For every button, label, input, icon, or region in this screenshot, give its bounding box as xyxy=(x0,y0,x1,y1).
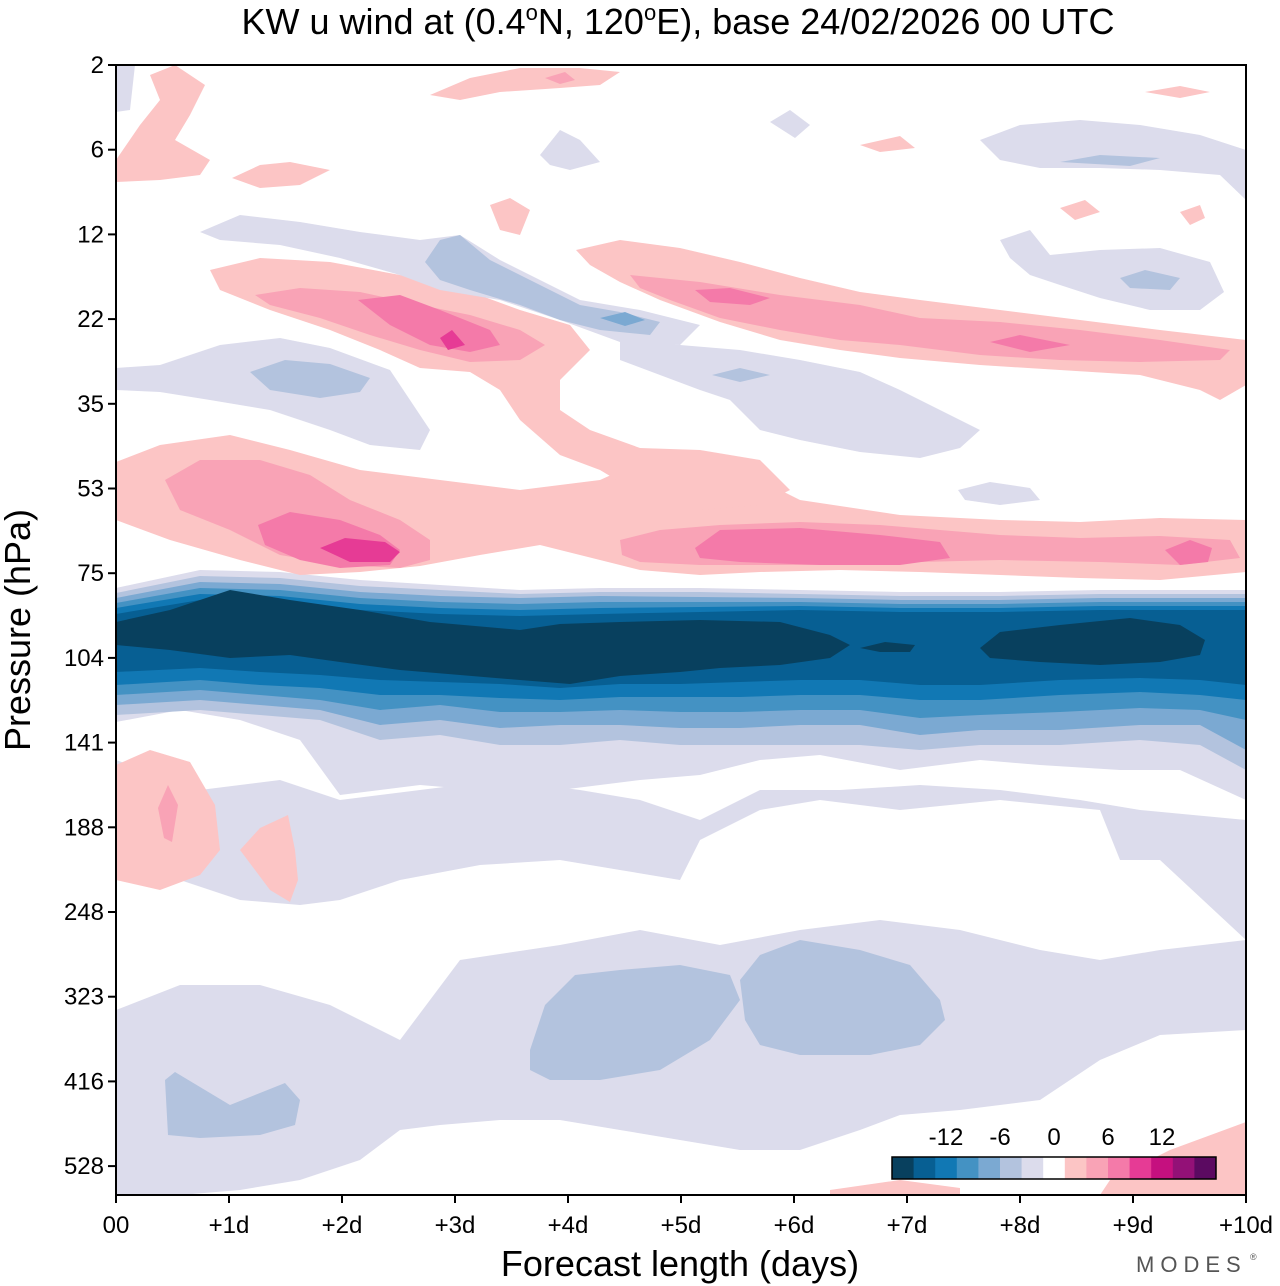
contour-easterly-upper-4 xyxy=(770,110,810,138)
modes-logo: MODES xyxy=(1136,1252,1247,1277)
colorbar-label: 12 xyxy=(1149,1124,1176,1151)
y-tick-label: 323 xyxy=(64,984,104,1011)
contour-easterly-lower-light xyxy=(116,920,1246,1195)
contour-easterly-lower-mid-3 xyxy=(165,1072,300,1138)
contour-jet-core xyxy=(116,590,850,684)
y-tick-label: 248 xyxy=(64,899,104,926)
contour-easterly-lower-mid-2 xyxy=(740,940,945,1055)
colorbar-frame xyxy=(891,1156,1217,1180)
contour-westerly-top-6 xyxy=(860,136,915,152)
x-tick-label: +6d xyxy=(774,1212,815,1239)
colorbar-swatch xyxy=(1151,1157,1174,1179)
x-tick-label: +4d xyxy=(548,1212,589,1239)
contour-jet-core-3 xyxy=(860,642,915,652)
x-tick-label: +3d xyxy=(435,1212,476,1239)
x-tick-label: +9d xyxy=(1113,1212,1154,1239)
contour-easterly-upper-2 xyxy=(1000,230,1224,310)
y-axis: 2 6 12 22 35 53 75 104 141 188 248 323 416 528 xyxy=(64,52,116,1180)
y-tick-label: 22 xyxy=(77,306,104,333)
contour-westerly-top-2 xyxy=(116,65,210,182)
contour-easterly-mid-2b xyxy=(712,368,770,382)
colorbar-swatch xyxy=(1086,1157,1109,1179)
y-tick-label: 416 xyxy=(64,1068,104,1095)
contour-westerly-top-8 xyxy=(1180,205,1205,225)
colorbar-swatch xyxy=(956,1157,979,1179)
contour-westerly-trop-1b xyxy=(158,785,178,842)
chart-title: KW u wind at (0.4oN, 120oE), base 24/02/… xyxy=(242,0,1115,42)
contour-westerly-upper-l3 xyxy=(358,295,500,352)
colorbar-label: -6 xyxy=(989,1124,1010,1151)
contour-westerly-upper-l3b xyxy=(695,288,770,305)
contour-westerly-upper-l4 xyxy=(440,330,465,350)
x-tick-label: +10d xyxy=(1219,1212,1273,1239)
contour-westerly-trop-4 xyxy=(830,1180,960,1195)
colorbar-label: -12 xyxy=(929,1124,964,1151)
contour-westerly-trop-2 xyxy=(240,815,298,902)
contour-jet-core-2 xyxy=(980,618,1205,665)
y-tick-label: 6 xyxy=(91,137,104,164)
y-tick-label: 188 xyxy=(64,814,104,841)
contour-westerly-top-5 xyxy=(1145,86,1210,98)
colorbar-swatch xyxy=(1194,1157,1217,1179)
y-tick-label: 2 xyxy=(91,52,104,79)
contour-westerly-top-9 xyxy=(545,72,575,84)
contour-easterly-upper-3b xyxy=(1060,155,1160,166)
contour-westerly-upper-l3c xyxy=(990,335,1070,352)
contour-easterly-mid-1b xyxy=(250,360,370,398)
colorbar-swatch xyxy=(935,1157,958,1179)
contour-easterly-mid-1 xyxy=(116,338,430,450)
x-tick-label: +5d xyxy=(661,1212,702,1239)
x-tick-label: +2d xyxy=(322,1212,363,1239)
y-tick-label: 528 xyxy=(64,1153,104,1180)
contour-westerly-upper-l2b xyxy=(630,275,1230,362)
contour-westerly-top-1 xyxy=(430,68,620,100)
y-tick-label: 104 xyxy=(64,645,104,672)
x-tick-label: 00 xyxy=(103,1212,130,1239)
colorbar-swatch xyxy=(913,1157,936,1179)
colorbar-swatch xyxy=(1129,1157,1152,1179)
contour-westerly-lower-l4 xyxy=(320,538,400,562)
colorbar-label: 0 xyxy=(1047,1124,1060,1151)
contour-easterly-mid-3 xyxy=(958,482,1040,505)
y-tick-label: 35 xyxy=(77,391,104,418)
contour-field xyxy=(116,65,1246,1195)
colorbar-swatch xyxy=(1021,1157,1044,1179)
colorbar-label: 6 xyxy=(1101,1124,1114,1151)
x-tick-label: +7d xyxy=(887,1212,928,1239)
x-tick-label: +1d xyxy=(209,1212,250,1239)
colorbar-swatch xyxy=(1172,1157,1195,1179)
x-axis: 00 +1d +2d +3d +4d +5d +6d +7d +8d +9d +10d xyxy=(103,1195,1273,1239)
colorbar-swatch xyxy=(1064,1157,1087,1179)
contour-easterly-upper-5 xyxy=(540,130,600,170)
contour-easterly-upper-2b xyxy=(1120,270,1180,290)
contour-westerly-lower-l3b xyxy=(695,528,950,565)
colorbar-swatch xyxy=(892,1157,915,1179)
contour-westerly-top-7 xyxy=(1060,200,1100,220)
contour-easterly-upper-1c xyxy=(600,312,645,326)
y-tick-label: 75 xyxy=(77,560,104,587)
x-axis-label: Forecast length (days) xyxy=(501,1243,859,1284)
contour-westerly-top-4 xyxy=(490,198,530,235)
y-axis-label: Pressure (hPa) xyxy=(0,509,38,751)
contour-easterly-upper-6 xyxy=(116,65,135,112)
y-tick-label: 53 xyxy=(77,476,104,503)
x-tick-label: +8d xyxy=(1000,1212,1041,1239)
contour-easterly-upper-1b xyxy=(425,235,660,335)
contour-westerly-top-3 xyxy=(232,162,330,188)
contour-easterly-lower-mid-1 xyxy=(530,965,740,1080)
registered-mark: ® xyxy=(1250,1252,1257,1262)
colorbar-swatch xyxy=(1000,1157,1023,1179)
y-tick-label: 12 xyxy=(77,221,104,248)
colorbar-swatch xyxy=(1043,1157,1066,1179)
colorbar-swatch xyxy=(978,1157,1001,1179)
contour-westerly-lower-l3c xyxy=(1165,540,1212,565)
contour-easterly-lower-light-2 xyxy=(116,760,1246,940)
colorbar xyxy=(891,1156,1217,1180)
colorbar-labels: -12 -6 0 6 12 xyxy=(929,1124,1176,1151)
contour-easterly-mid-2 xyxy=(620,340,980,458)
colorbar-swatch xyxy=(1108,1157,1131,1179)
y-tick-label: 141 xyxy=(64,730,104,757)
